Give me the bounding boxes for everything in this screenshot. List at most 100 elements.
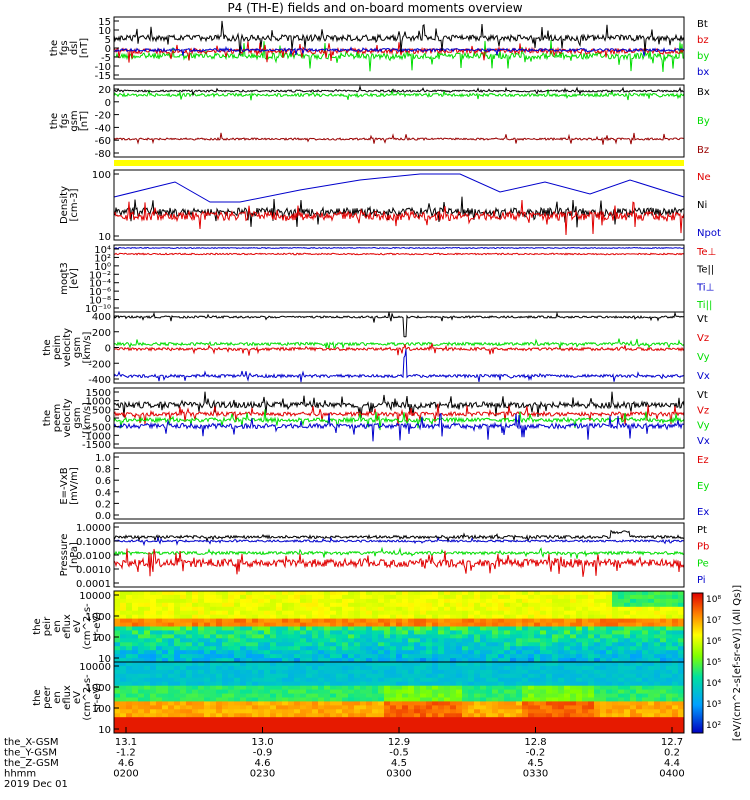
ytick-pressure-0: 1.0000 bbox=[76, 523, 111, 534]
footer-y-2: -0.5 bbox=[389, 748, 409, 759]
ytick-fgs-gsm-2: -20 bbox=[95, 111, 111, 122]
ylabel-peir-eflux-3: eflux bbox=[62, 614, 73, 639]
footer-row-label-2: the_Z-GSM bbox=[4, 758, 59, 769]
colorbar-tick-0: 10⁸ bbox=[706, 595, 721, 605]
ylabel-fgs-dsl-1: fgs bbox=[59, 40, 70, 55]
ylabel-peer-eflux-0: the bbox=[32, 689, 43, 705]
legend-fgs-dsl-2: by bbox=[697, 51, 709, 62]
ytick-peir-eflux-1: 1000 bbox=[86, 612, 111, 623]
ytick-fgs-gsm-0: 20 bbox=[98, 85, 111, 96]
ytick-fgs-dsl-1: 10 bbox=[98, 26, 111, 37]
ytick-temperature-4: 10⁻⁴ bbox=[89, 279, 111, 290]
legend-temperature-2: Ti⊥ bbox=[696, 282, 714, 293]
legend-pressure-2: Pe bbox=[697, 558, 709, 569]
legend-fgs-gsm-0: Bx bbox=[697, 87, 710, 98]
colorbar-label: [eV/(cm^2-s[ef-sr-eV)] (All Qs)] bbox=[732, 585, 743, 741]
legend-peem-velocity-2: Vy bbox=[697, 421, 710, 432]
ylabel-temperature-1: [eV] bbox=[69, 268, 80, 289]
ytick-fgs-gsm-1: 0 bbox=[105, 98, 111, 109]
ylabel-peim-velocity-2: velocity bbox=[62, 328, 73, 367]
series-by bbox=[113, 39, 685, 72]
series-Ne bbox=[113, 199, 685, 236]
ytick-peim-velocity-0: 400 bbox=[92, 312, 111, 323]
ylabel-peim-velocity-1: peim bbox=[52, 335, 63, 360]
legend-peim-velocity-2: Vy bbox=[697, 352, 710, 363]
ytick-temperature-0: 10⁴ bbox=[94, 245, 111, 256]
series-Pi bbox=[113, 536, 685, 547]
footer-hhmm-4: 0400 bbox=[659, 769, 684, 780]
series-Ti bbox=[113, 246, 685, 250]
ytick-peim-velocity-2: 0 bbox=[105, 344, 111, 355]
ytick-peer-eflux-2: 100 bbox=[92, 704, 111, 715]
ylabel-temperature-0: moqt3 bbox=[59, 262, 70, 295]
legend-temperature-3: Ti|| bbox=[696, 300, 712, 311]
series-Vt-peim bbox=[113, 311, 685, 338]
footer-hhmm-0: 0200 bbox=[113, 769, 138, 780]
ylabel-peer-eflux-4: eV bbox=[72, 691, 83, 704]
footer-y-0: -1.2 bbox=[116, 748, 136, 759]
series-Pe bbox=[113, 546, 685, 559]
legend-density-2: Npot bbox=[697, 228, 721, 239]
ylabel-peer-eflux-2: en bbox=[52, 691, 63, 704]
ylabel-density-1: [cm-3] bbox=[69, 188, 80, 221]
ytick-temperature-5: 10⁻⁶ bbox=[89, 287, 111, 298]
ytick-efield-4: 0.2 bbox=[95, 499, 111, 510]
ytick-efield-3: 0.4 bbox=[95, 488, 111, 499]
ytick-pressure-1: 0.1000 bbox=[76, 537, 111, 548]
legend-efield-1: Ey bbox=[697, 481, 709, 492]
legend-fgs-dsl-1: bz bbox=[697, 35, 709, 46]
ytick-peem-velocity-4: -500 bbox=[88, 423, 111, 434]
ylabel-fgs-dsl-2: dsl bbox=[69, 41, 80, 55]
series-Vt-peem bbox=[113, 391, 685, 419]
ylabel-fgs-dsl-0: the bbox=[49, 40, 60, 56]
footer-x-1: 13.0 bbox=[251, 737, 273, 748]
ytick-pressure-3: 0.0010 bbox=[76, 565, 111, 576]
footer-hhmm-2: 0300 bbox=[386, 769, 411, 780]
ylabel-pressure-0: Pressure bbox=[59, 534, 70, 577]
ytick-density-0: 100 bbox=[92, 170, 111, 181]
peer-spectrogram bbox=[114, 662, 684, 734]
legend-temperature-0: Te⊥ bbox=[696, 247, 716, 258]
legend-peim-velocity-0: Vt bbox=[697, 314, 708, 325]
ytick-peem-velocity-2: 500 bbox=[92, 405, 111, 416]
ylabel-fgs-gsm-3: [nT] bbox=[79, 111, 90, 131]
ytick-efield-5: 0.0 bbox=[95, 511, 111, 522]
ylabel-peem-velocity-1: peem bbox=[52, 404, 63, 432]
footer-y-4: 0.2 bbox=[664, 748, 680, 759]
footer-x-4: 12.7 bbox=[661, 737, 683, 748]
quality-flag-bar bbox=[114, 160, 684, 166]
ytick-peim-velocity-4: -400 bbox=[88, 375, 111, 386]
ylabel-peir-eflux-5: (cm^2-s- bbox=[82, 603, 93, 650]
series-Te bbox=[113, 252, 685, 256]
ylabel-peir-eflux-0: the bbox=[32, 618, 43, 634]
legend-efield-0: Ez bbox=[697, 455, 709, 466]
legend-pressure-0: Pt bbox=[697, 525, 707, 536]
legend-peem-velocity-3: Vx bbox=[697, 436, 710, 447]
ylabel-pressure-1: [nPa] bbox=[69, 542, 80, 568]
ytick-peem-velocity-5: -1000 bbox=[82, 431, 111, 442]
ytick-peer-eflux-0: 10000 bbox=[79, 662, 111, 673]
ylabel-peer-eflux-6: sr-eV) bbox=[92, 683, 103, 712]
panel-frame-peim-velocity bbox=[113, 311, 685, 384]
colorbar-tick-5: 10³ bbox=[706, 700, 721, 710]
ytick-peem-velocity-3: 0 bbox=[105, 414, 111, 425]
footer-row-label-0: the_X-GSM bbox=[4, 737, 58, 748]
series-Bx bbox=[113, 84, 685, 97]
legend-peem-velocity-1: Vz bbox=[697, 405, 709, 416]
footer-x-2: 12.9 bbox=[388, 737, 410, 748]
colorbar-tick-3: 10⁵ bbox=[706, 658, 721, 668]
legend-peem-velocity-0: Vt bbox=[697, 390, 708, 401]
footer-row-label-3: hhmm bbox=[4, 769, 36, 780]
series-Vx-peim bbox=[113, 349, 685, 383]
panel-frame-density bbox=[113, 169, 685, 241]
ytick-fgs-dsl-6: -15 bbox=[95, 71, 111, 82]
series-bt bbox=[113, 20, 685, 56]
ytick-peim-velocity-3: -200 bbox=[88, 359, 111, 370]
ylabel-fgs-gsm-0: the bbox=[49, 113, 60, 129]
ytick-pressure-4: 0.0001 bbox=[76, 579, 111, 590]
ytick-temperature-6: 10⁻⁸ bbox=[89, 296, 111, 307]
ylabel-peim-velocity-0: the bbox=[42, 339, 53, 355]
ytick-peir-eflux-0: 10000 bbox=[79, 591, 111, 602]
ytick-fgs-gsm-3: -40 bbox=[95, 123, 111, 134]
